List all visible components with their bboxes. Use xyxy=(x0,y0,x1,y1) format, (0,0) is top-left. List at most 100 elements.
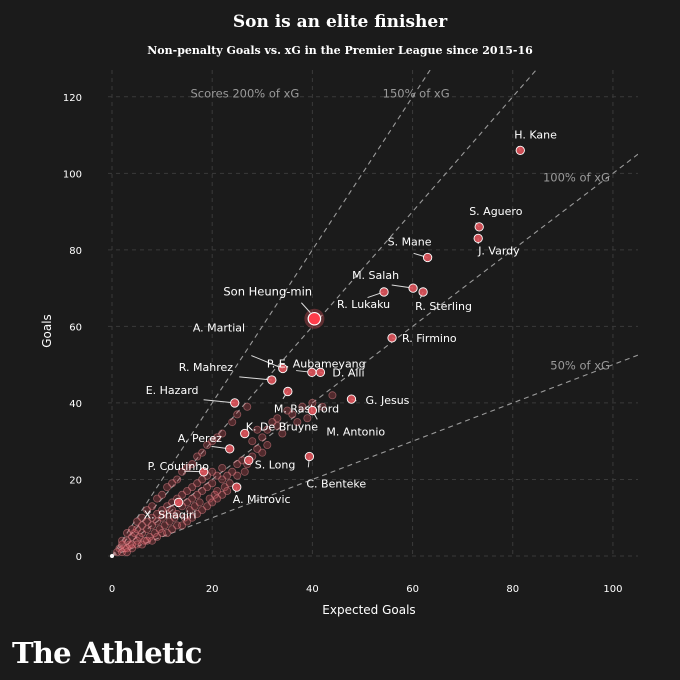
y-tick-label: 120 xyxy=(63,93,82,104)
data-point xyxy=(248,437,257,446)
data-point xyxy=(253,425,262,434)
labeled-point xyxy=(422,252,433,263)
point-label: M. Rashford xyxy=(274,402,339,415)
labeled-point xyxy=(304,451,315,462)
y-axis-label: Goals xyxy=(40,314,54,348)
data-point xyxy=(240,467,249,476)
y-tick-label: 40 xyxy=(69,399,82,410)
point-label: S. Aguero xyxy=(469,205,523,218)
data-point xyxy=(278,429,287,438)
point-label: G. Jesus xyxy=(365,394,409,407)
point-label: M. Salah xyxy=(352,269,399,282)
labeled-point xyxy=(173,497,184,508)
point-label: A. Martial xyxy=(193,321,245,334)
x-tick-label: 60 xyxy=(406,584,419,595)
data-point xyxy=(218,429,227,438)
labeled-point xyxy=(408,283,418,293)
leader-line xyxy=(301,302,311,314)
y-tick-label: 0 xyxy=(76,552,82,563)
point-label: D. Alli xyxy=(332,366,364,379)
data-point xyxy=(273,421,282,430)
chart-subtitle: Non-penalty Goals vs. xG in the Premier … xyxy=(147,44,533,57)
data-point xyxy=(158,490,167,499)
x-tick-label: 20 xyxy=(206,584,219,595)
reference-line xyxy=(111,354,638,557)
data-point xyxy=(218,463,227,472)
point-label: S. Mane xyxy=(388,236,432,249)
data-point xyxy=(228,418,237,427)
labeled-point xyxy=(232,482,242,492)
point-label: H. Kane xyxy=(514,128,557,141)
point-label: J. Vardy xyxy=(477,244,520,257)
y-tick-label: 80 xyxy=(69,246,82,257)
labeled-point xyxy=(346,394,357,404)
labeled-point xyxy=(515,145,525,156)
data-point xyxy=(288,410,297,419)
labeled-point xyxy=(283,386,293,397)
labeled-point xyxy=(418,287,428,297)
x-tick-label: 0 xyxy=(109,584,115,595)
labeled-point xyxy=(244,455,254,465)
point-label: X. Shaqiri xyxy=(144,508,197,521)
reference-line xyxy=(111,70,431,557)
data-point xyxy=(118,536,127,545)
labeled-point xyxy=(315,367,326,377)
point-label: C. Benteke xyxy=(306,478,366,491)
labeled-point xyxy=(307,405,318,416)
y-tick-label: 20 xyxy=(69,475,82,486)
data-point xyxy=(128,525,137,534)
labeled-point xyxy=(387,333,397,343)
y-tick-label: 100 xyxy=(63,169,82,180)
data-point xyxy=(263,441,272,450)
data-point xyxy=(148,502,157,511)
data-point xyxy=(173,475,182,484)
data-point xyxy=(328,391,337,400)
point-label: R. Lukaku xyxy=(337,298,390,311)
data-point xyxy=(258,448,267,457)
point-label: A. Mitrovic xyxy=(233,493,291,506)
highlight-point xyxy=(307,311,322,326)
reference-line-label: 150% of xG xyxy=(383,87,450,101)
point-label: R. Mahrez xyxy=(179,361,233,374)
leader-line xyxy=(251,355,284,369)
data-point xyxy=(233,410,242,419)
point-label: M. Antonio xyxy=(326,426,385,439)
data-point xyxy=(225,479,234,488)
labeled-point xyxy=(230,398,240,408)
labeled-point xyxy=(225,444,235,454)
point-label: A. Perez xyxy=(178,432,222,445)
leader-line xyxy=(203,399,235,404)
point-label: K. De Bruyne xyxy=(246,421,318,434)
data-point xyxy=(198,448,207,457)
data-point xyxy=(258,433,267,442)
labeled-point xyxy=(473,233,483,244)
the-athletic-logo: The Athletic xyxy=(12,636,202,670)
data-point xyxy=(263,425,272,434)
reference-line-label: 50% of xG xyxy=(550,358,610,372)
point-label: S. Long xyxy=(255,458,296,471)
scatter-chart: 0 20 40 60 80 100 120 0 20 40 60 80 100 Expected Goal… xyxy=(40,70,638,617)
data-point xyxy=(188,460,197,469)
point-label: R. Firmino xyxy=(402,332,457,345)
data-point xyxy=(233,471,242,480)
labeled-point xyxy=(199,467,209,477)
labeled-point xyxy=(379,287,389,297)
data-point xyxy=(298,402,307,411)
reference-line-label: 100% of xG xyxy=(543,171,610,185)
data-point xyxy=(293,418,302,427)
x-tick-label: 40 xyxy=(306,584,319,595)
y-tick-label: 60 xyxy=(69,322,82,333)
data-point xyxy=(273,414,282,423)
point-label: R. Sterling xyxy=(415,300,472,313)
origin-point xyxy=(110,554,114,558)
data-point xyxy=(223,486,232,495)
data-point xyxy=(173,509,182,518)
data-point xyxy=(318,402,327,411)
data-point xyxy=(208,479,217,488)
reference-line-label: Scores 200% of xG xyxy=(190,87,299,101)
reference-line xyxy=(111,153,638,557)
x-tick-label: 80 xyxy=(506,584,519,595)
point-label: E. Hazard xyxy=(146,384,199,397)
chart-title: Son is an elite finisher xyxy=(232,12,448,32)
data-point xyxy=(303,414,312,423)
